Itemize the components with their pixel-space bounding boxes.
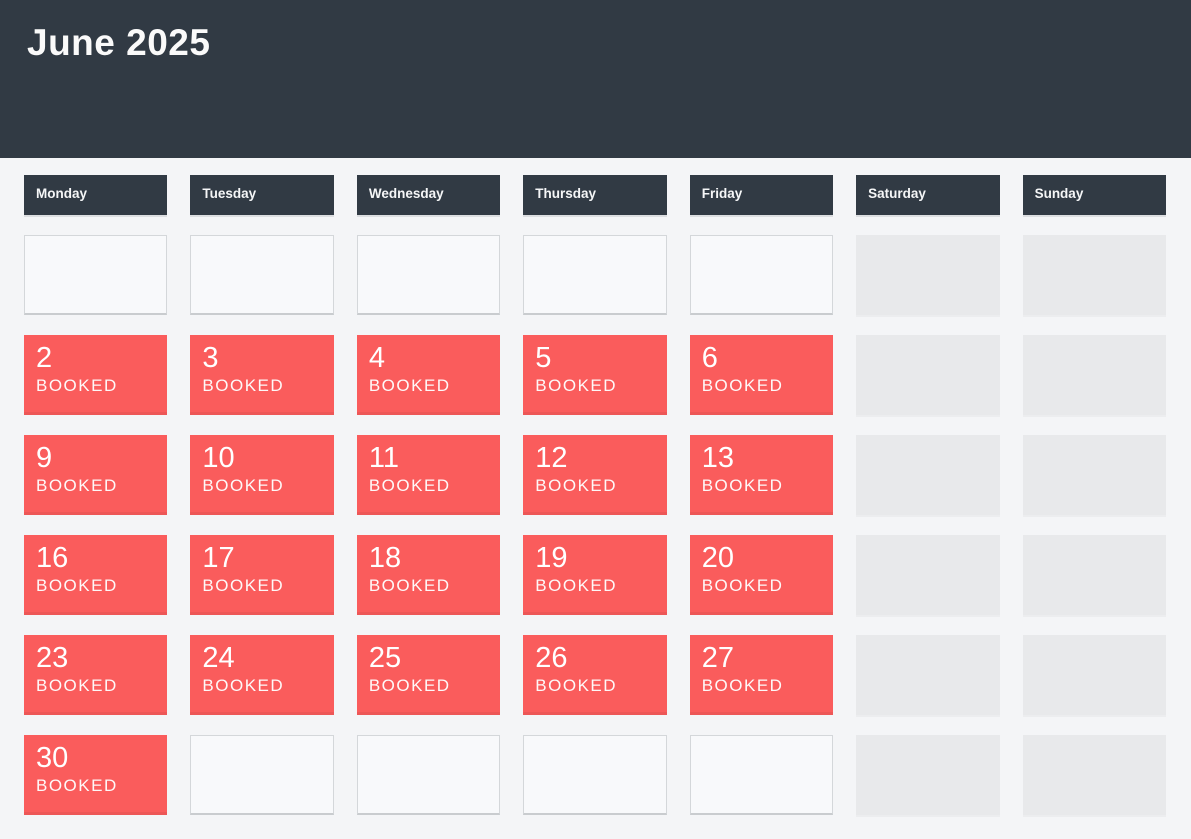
day-cell-booked[interactable]: 26 BOOKED — [523, 635, 667, 715]
booked-label: BOOKED — [36, 376, 118, 396]
day-cell-empty — [689, 735, 834, 815]
day-cell-empty — [190, 735, 334, 815]
day-cell-booked[interactable]: 27 BOOKED — [689, 635, 834, 715]
booked-label: BOOKED — [535, 676, 618, 696]
day-number: 19 — [535, 542, 568, 574]
booked-label: BOOKED — [202, 576, 285, 596]
day-header-wednesday: Wednesday — [356, 175, 501, 215]
day-number: 24 — [202, 642, 235, 674]
day-number: 16 — [36, 542, 69, 574]
day-cell-empty — [689, 235, 834, 315]
day-cell-booked[interactable]: 5 BOOKED — [523, 335, 667, 415]
booked-label: BOOKED — [36, 476, 118, 496]
day-cell-booked[interactable]: 17 BOOKED — [190, 535, 334, 615]
day-header-sunday: Sunday — [1022, 175, 1166, 215]
day-header-tuesday: Tuesday — [190, 175, 334, 215]
day-cell-booked[interactable]: 3 BOOKED — [190, 335, 334, 415]
day-cell-empty — [523, 235, 667, 315]
booked-label: BOOKED — [535, 576, 618, 596]
day-cell-empty — [190, 235, 334, 315]
day-header-saturday: Saturday — [856, 175, 1000, 215]
day-cell-booked[interactable]: 6 BOOKED — [689, 335, 834, 415]
day-header-monday: Monday — [24, 175, 168, 215]
page-title: June 2025 — [27, 22, 211, 63]
day-cell-booked[interactable]: 16 BOOKED — [24, 535, 168, 615]
booked-label: BOOKED — [535, 376, 618, 396]
day-header-thursday: Thursday — [523, 175, 667, 215]
day-cell-empty — [24, 235, 168, 315]
booked-label: BOOKED — [701, 476, 784, 496]
day-cell-booked[interactable]: 20 BOOKED — [689, 535, 834, 615]
day-cell-weekend — [856, 335, 1000, 415]
day-cell-weekend — [1022, 435, 1166, 515]
day-number: 17 — [202, 542, 235, 574]
day-number: 3 — [202, 342, 219, 374]
booked-label: BOOKED — [701, 376, 784, 396]
day-cell-weekend — [856, 635, 1000, 715]
day-number: 23 — [36, 642, 69, 674]
day-cell-weekend — [1022, 735, 1166, 815]
booked-label: BOOKED — [368, 576, 451, 596]
booked-label: BOOKED — [535, 476, 618, 496]
day-number: 4 — [368, 342, 385, 374]
day-cell-booked[interactable]: 12 BOOKED — [523, 435, 667, 515]
day-cell-weekend — [856, 235, 1000, 315]
calendar-grid: Monday Tuesday Wednesday Thursday Friday Satu… — [24, 175, 1166, 815]
day-cell-booked[interactable]: 4 BOOKED — [356, 335, 501, 415]
day-cell-booked[interactable]: 24 BOOKED — [190, 635, 334, 715]
day-number: 20 — [701, 542, 734, 574]
day-cell-booked[interactable]: 18 BOOKED — [356, 535, 501, 615]
day-cell-empty — [356, 235, 501, 315]
booked-label: BOOKED — [701, 576, 784, 596]
booked-label: BOOKED — [36, 776, 118, 796]
booked-label: BOOKED — [202, 676, 285, 696]
booked-label: BOOKED — [36, 576, 118, 596]
day-number: 5 — [535, 342, 552, 374]
day-number: 30 — [36, 742, 69, 774]
day-cell-booked[interactable]: 10 BOOKED — [190, 435, 334, 515]
day-number: 2 — [36, 342, 53, 374]
day-cell-booked[interactable]: 13 BOOKED — [689, 435, 834, 515]
day-number: 13 — [701, 442, 734, 474]
day-number: 27 — [701, 642, 734, 674]
day-cell-weekend — [1022, 235, 1166, 315]
day-cell-weekend — [1022, 535, 1166, 615]
day-cell-booked[interactable]: 11 BOOKED — [356, 435, 501, 515]
booked-label: BOOKED — [368, 676, 451, 696]
day-cell-booked[interactable]: 25 BOOKED — [356, 635, 501, 715]
day-cell-booked[interactable]: 23 BOOKED — [24, 635, 168, 715]
day-number: 10 — [202, 442, 235, 474]
day-cell-weekend — [856, 535, 1000, 615]
booked-label: BOOKED — [368, 376, 451, 396]
booked-label: BOOKED — [36, 676, 118, 696]
day-cell-weekend — [856, 735, 1000, 815]
day-number: 18 — [368, 542, 402, 574]
day-number: 9 — [36, 442, 53, 474]
day-cell-empty — [523, 735, 667, 815]
day-cell-weekend — [1022, 335, 1166, 415]
day-header-friday: Friday — [689, 175, 834, 215]
day-cell-booked[interactable]: 2 BOOKED — [24, 335, 168, 415]
day-cell-booked[interactable]: 19 BOOKED — [523, 535, 667, 615]
day-number: 6 — [701, 342, 718, 374]
day-cell-weekend — [1022, 635, 1166, 715]
day-cell-booked[interactable]: 9 BOOKED — [24, 435, 168, 515]
day-number: 25 — [368, 642, 402, 674]
booked-label: BOOKED — [202, 476, 285, 496]
day-number: 26 — [535, 642, 568, 674]
booked-label: BOOKED — [202, 376, 285, 396]
day-cell-booked[interactable]: 30 BOOKED — [24, 735, 168, 815]
day-number: 11 — [368, 442, 399, 474]
day-number: 12 — [535, 442, 568, 474]
day-cell-weekend — [856, 435, 1000, 515]
booked-label: BOOKED — [701, 676, 784, 696]
booked-label: BOOKED — [368, 476, 451, 496]
day-cell-empty — [356, 735, 501, 815]
calendar-header: June 2025 — [0, 0, 1191, 158]
